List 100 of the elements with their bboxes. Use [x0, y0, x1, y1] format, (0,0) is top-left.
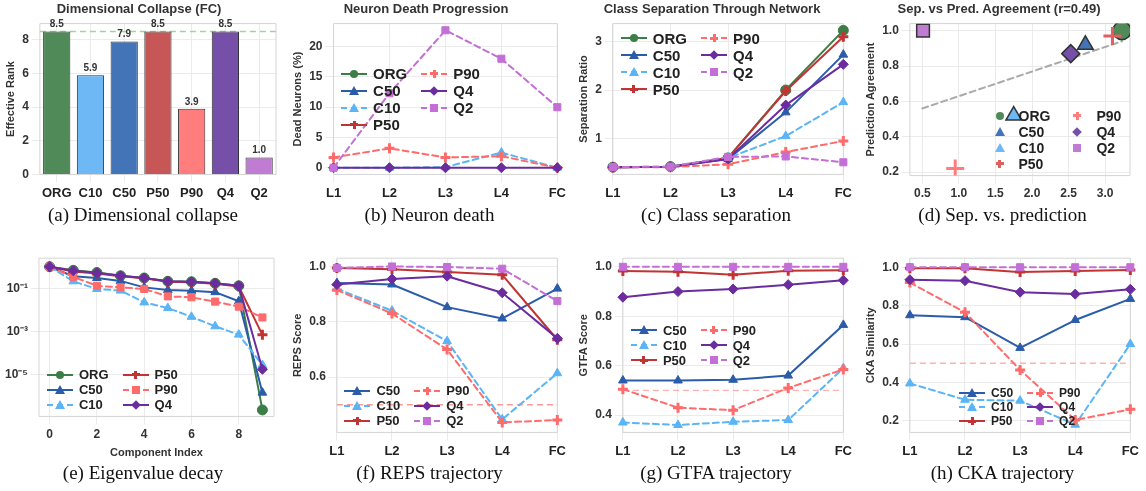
data-label: 3.9	[184, 95, 200, 107]
x-axis-title: Component Index	[110, 446, 204, 459]
x-tick-label: L4	[778, 184, 795, 200]
legend-label: C10	[373, 99, 401, 116]
x-tick-label: FC	[548, 442, 567, 458]
legend-label: Q4	[453, 82, 474, 99]
y-tick-label: 0.6	[308, 369, 326, 384]
y-tick-label: 0.8	[308, 314, 326, 329]
legend-label: C10	[376, 398, 401, 414]
chart-title: Neuron Death Progression	[343, 1, 508, 17]
y-tick-label: 6	[22, 65, 30, 80]
x-tick-label: L4	[494, 442, 511, 458]
legend-label: Q2	[453, 99, 474, 116]
y-tick-label: 1.0	[308, 258, 326, 273]
y-tick-label: 1	[595, 130, 603, 145]
x-tick-label: L2	[662, 184, 679, 200]
legend-label: ORG	[652, 29, 688, 47]
y-tick-label: 15	[308, 69, 323, 84]
legend-label: P50	[373, 116, 400, 133]
x-tick-label: L3	[437, 184, 453, 200]
x-tick-label: L2	[381, 184, 397, 200]
x-tick-label: L3	[439, 442, 455, 458]
x-tick-label: 2	[93, 426, 101, 441]
x-tick-label: C10	[78, 184, 103, 200]
x-tick-label: L1	[328, 442, 344, 458]
legend-label: C50	[652, 46, 681, 64]
y-tick-label: 5	[315, 129, 323, 144]
legend-label: Q4	[1059, 400, 1076, 415]
y-tick-label: 10⁻⁵	[5, 366, 28, 381]
x-tick-label: 0	[46, 426, 54, 441]
y-tick-label: 10⁻¹	[6, 280, 28, 295]
text: (b) Neuron death	[363, 204, 496, 226]
y-tick-label: 0	[315, 160, 323, 175]
y-axis-title: Separation Ratio	[576, 55, 589, 143]
x-tick-label: 8	[235, 426, 243, 441]
text: (h) CKA trajectory	[929, 462, 1076, 484]
x-tick-label: FC	[834, 184, 853, 200]
x-tick-label: P50	[146, 184, 170, 200]
data-label: 8.5	[218, 18, 233, 30]
legend-label: P50	[376, 413, 400, 429]
x-tick-label: L3	[1012, 442, 1028, 458]
legend-label: C50	[376, 383, 401, 399]
data-label: 1.0	[252, 144, 267, 156]
legend-label: P50	[662, 352, 687, 368]
text: (e) Eigenvalue decay	[61, 462, 225, 484]
legend-label: Q2	[446, 413, 464, 429]
x-tick-label: FC	[834, 442, 853, 458]
x-tick-label: 6	[188, 426, 196, 441]
y-tick-label: 0.6	[881, 93, 899, 108]
y-tick-label: 0.8	[595, 308, 613, 323]
legend-label: C50	[78, 382, 103, 398]
x-tick-label: 2.0	[1023, 186, 1041, 201]
legend-label: C10	[991, 400, 1014, 415]
x-tick-label: Q4	[216, 184, 235, 200]
data-label: 5.9	[83, 61, 98, 73]
y-tick-label: 0.6	[881, 336, 899, 351]
y-tick-label: 8	[22, 32, 30, 47]
y-tick-label: 0	[22, 166, 30, 181]
y-tick-label: 4	[22, 99, 30, 114]
legend-label: P50	[154, 367, 178, 383]
y-axis-title: Dead Neurons (%)	[290, 51, 303, 147]
x-tick-label: L4	[1067, 442, 1084, 458]
legend-label: P50	[1018, 155, 1044, 172]
y-tick-label: 0.8	[881, 58, 899, 73]
legend-label: C10	[652, 63, 681, 81]
data-label: 8.5	[150, 18, 166, 30]
x-tick-label: 1.0	[950, 186, 968, 201]
y-axis-title: GTFA Score	[576, 314, 589, 377]
y-tick-label: 1.0	[595, 259, 613, 274]
x-tick-label: L2	[956, 442, 973, 458]
chart-title: Class Separation Through Network	[603, 1, 822, 17]
legend-label: C10	[1018, 139, 1045, 156]
x-tick-label: L3	[725, 442, 741, 458]
legend-label: Q4	[1096, 123, 1116, 140]
y-tick-label: 2	[22, 133, 30, 148]
legend-label: Q2	[1096, 139, 1116, 156]
legend-label: C50	[1018, 123, 1045, 140]
legend-label: P90	[1096, 107, 1122, 124]
legend-label: Q2	[732, 352, 751, 368]
legend-label: ORG	[1018, 107, 1051, 124]
x-tick-label: L2	[670, 442, 686, 458]
x-tick-label: 4	[140, 426, 148, 441]
x-tick-label: L2	[383, 442, 400, 458]
legend-label: Q4	[732, 337, 751, 353]
x-tick-label: L3	[720, 184, 736, 200]
data-label: 7.9	[117, 28, 132, 40]
x-tick-label: 3.0	[1096, 186, 1114, 201]
y-tick-label: 0.2	[881, 413, 899, 428]
y-tick-label: 1.0	[881, 259, 899, 274]
legend-label: C10	[662, 337, 687, 353]
legend-label: P90	[453, 65, 480, 82]
x-tick-label: L4	[493, 184, 510, 200]
legend-label: C10	[78, 397, 103, 413]
x-tick-label: Q2	[250, 184, 268, 200]
y-tick-label: 0.4	[881, 129, 899, 144]
y-tick-label: 0.4	[881, 374, 899, 389]
x-tick-label: L1	[605, 184, 621, 200]
y-axis-title: Prediction Agreement	[863, 42, 876, 157]
y-axis-title: REPS Score	[290, 313, 303, 378]
legend-label: Q2	[733, 63, 754, 81]
